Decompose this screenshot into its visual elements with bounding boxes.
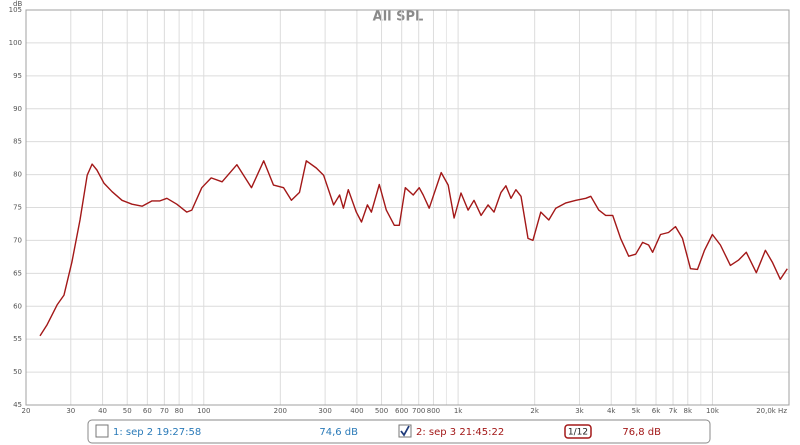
x-tick-label: 60 bbox=[143, 407, 152, 415]
x-tick-label: 6k bbox=[652, 407, 661, 415]
y-tick-label: 50 bbox=[13, 368, 22, 376]
checkmark bbox=[400, 425, 410, 437]
series-line bbox=[39, 160, 788, 337]
chart-title: All SPL bbox=[373, 10, 424, 25]
x-tick-label: 30 bbox=[66, 407, 75, 415]
y-tick-label: 45 bbox=[13, 401, 22, 409]
legend-name[interactable]: 1: sep 2 19:27:58 bbox=[113, 427, 201, 438]
x-tick-label: 200 bbox=[274, 407, 287, 415]
y-tick-label: 75 bbox=[13, 204, 22, 212]
plot-frame bbox=[25, 9, 790, 406]
x-tick-label: 500 bbox=[375, 407, 388, 415]
x-tick-label: 2k bbox=[530, 407, 539, 415]
x-tick-label: 300 bbox=[318, 407, 331, 415]
x-tick-label: 7k bbox=[669, 407, 678, 415]
x-tick-label: 800 bbox=[427, 407, 440, 415]
x-tick-label: 5k bbox=[632, 407, 641, 415]
x-tick-label: 20,0k Hz bbox=[756, 407, 787, 415]
x-tick-label: 4k bbox=[607, 407, 616, 415]
y-tick-label: 60 bbox=[13, 302, 22, 310]
y-tick-label: 70 bbox=[13, 236, 22, 244]
x-tick-label: 10k bbox=[706, 407, 720, 415]
x-tick-label: 600 bbox=[395, 407, 408, 415]
x-tick-label: 70 bbox=[160, 407, 169, 415]
x-tick-label: 3k bbox=[575, 407, 584, 415]
y-tick-label: 100 bbox=[9, 39, 22, 47]
y-tick-label: 95 bbox=[13, 72, 22, 80]
y-unit: dB bbox=[13, 0, 22, 8]
x-tick-label: 700 bbox=[412, 407, 425, 415]
x-tick-label: 50 bbox=[123, 407, 132, 415]
x-tick-label: 1k bbox=[454, 407, 463, 415]
x-tick-label: 100 bbox=[197, 407, 210, 415]
x-tick-label: 80 bbox=[175, 407, 184, 415]
legend-name[interactable]: 2: sep 3 21:45:22 bbox=[416, 427, 504, 438]
x-tick-label: 20 bbox=[22, 407, 31, 415]
y-tick-label: 85 bbox=[13, 138, 22, 146]
x-tick-label: 8k bbox=[684, 407, 693, 415]
legend-level: 76,8 dB bbox=[622, 427, 661, 438]
checkbox[interactable] bbox=[95, 424, 109, 438]
y-tick-label: 80 bbox=[13, 171, 22, 179]
y-tick-label: 105 bbox=[9, 6, 22, 14]
y-tick-label: 55 bbox=[13, 335, 22, 343]
x-tick-label: 40 bbox=[98, 407, 107, 415]
x-tick-label: 400 bbox=[350, 407, 363, 415]
smoothing-label[interactable]: 1/12 bbox=[568, 428, 588, 438]
y-tick-label: 65 bbox=[13, 269, 22, 277]
y-tick-label: 90 bbox=[13, 105, 22, 113]
legend-level: 74,6 dB bbox=[319, 427, 358, 438]
smoothing-badge[interactable] bbox=[564, 424, 592, 439]
